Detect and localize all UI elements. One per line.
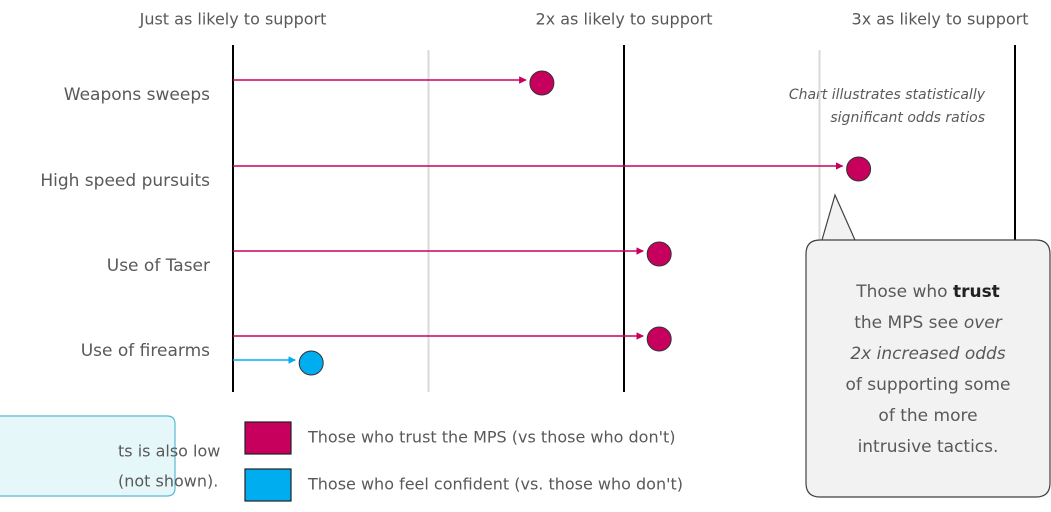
- side-note-line: (not shown).: [118, 472, 218, 491]
- callout-line: 2x increased odds: [850, 344, 1005, 364]
- annotation-line: significant odds ratios: [830, 110, 985, 126]
- callout-text: intrusive tactics.: [858, 437, 999, 457]
- side-note-box: [0, 415, 176, 497]
- x-tick-label: 3x as likely to support: [852, 10, 1029, 29]
- legend-swatch: [244, 468, 292, 502]
- callout-line: Those who trust: [855, 282, 1000, 302]
- category-label: High speed pursuits: [40, 171, 210, 191]
- callout-text: over: [964, 313, 1003, 333]
- callout-text: the MPS see: [854, 313, 964, 333]
- category-label: Use of Taser: [107, 256, 210, 276]
- side-note-line: ts is also low: [118, 442, 220, 461]
- callout-text: Those who: [855, 282, 953, 302]
- legend-label: Those who feel confident (vs. those who …: [307, 475, 683, 494]
- callout-text: 2x increased odds: [850, 344, 1005, 364]
- callout-line: of the more: [878, 406, 977, 426]
- callout-text: of the more: [878, 406, 977, 426]
- legend-swatch: [244, 421, 292, 455]
- dot: [846, 156, 872, 182]
- dot: [529, 70, 555, 96]
- callout-text: trust: [953, 282, 1000, 302]
- callout-line: the MPS see over: [854, 313, 1003, 333]
- callout-text: of supporting some: [845, 375, 1010, 395]
- dot: [646, 241, 672, 267]
- legend-label: Those who trust the MPS (vs those who do…: [307, 428, 676, 447]
- x-tick-label: Just as likely to support: [139, 10, 327, 29]
- callout-line: of supporting some: [845, 375, 1010, 395]
- x-tick-label: 2x as likely to support: [536, 10, 713, 29]
- category-label: Weapons sweeps: [64, 85, 210, 105]
- dot: [298, 350, 324, 376]
- category-label: Use of firearms: [81, 341, 210, 361]
- callout-box: [805, 193, 1051, 498]
- callout-line: intrusive tactics.: [858, 437, 999, 457]
- annotation-line: Chart illustrates statistically: [789, 87, 986, 103]
- dot: [646, 326, 672, 352]
